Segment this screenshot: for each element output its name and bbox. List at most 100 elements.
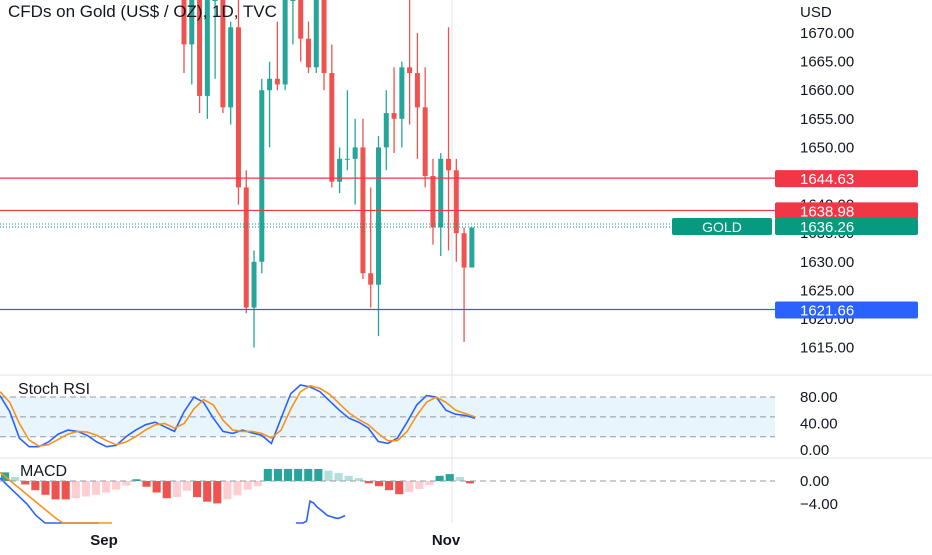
candle-body xyxy=(461,233,467,268)
candle-body xyxy=(337,158,343,182)
level-label-text: 1644.63 xyxy=(800,171,854,188)
candle-body xyxy=(228,27,234,108)
macd-histogram-bar xyxy=(273,468,282,481)
x-tick-label: Nov xyxy=(432,532,461,549)
macd-histogram-bar xyxy=(415,481,424,490)
candle-body xyxy=(383,113,389,148)
candle-body xyxy=(321,0,327,74)
y-tick-label: 1630.00 xyxy=(800,254,854,271)
candle-body xyxy=(189,0,195,45)
currency-label: USD xyxy=(800,4,832,21)
macd-histogram-bar xyxy=(122,481,131,486)
candle-body xyxy=(243,187,249,308)
y-tick-label: 1660.00 xyxy=(800,82,854,99)
candle-body xyxy=(344,158,350,160)
candle-body xyxy=(251,261,257,308)
candle-body xyxy=(212,0,218,1)
macd-histogram-bar xyxy=(91,481,101,495)
x-tick-label: Sep xyxy=(90,532,118,549)
macd-histogram-bar xyxy=(223,481,232,500)
macd-histogram-bar xyxy=(374,481,384,487)
candle-body xyxy=(438,158,444,228)
candle-body xyxy=(368,273,374,285)
stoch-rsi-line xyxy=(0,384,476,447)
macd-histogram-bar xyxy=(11,476,20,481)
macd-title: MACD xyxy=(20,463,67,480)
macd-histogram-bar xyxy=(203,481,212,502)
y-tick-label: 1655.00 xyxy=(800,111,854,128)
candle-body xyxy=(305,38,311,68)
macd-signal-line xyxy=(0,471,112,524)
macd-histogram-bar xyxy=(152,481,161,493)
chart-title: CFDs on Gold (US$ / OZ), 1D, TVC xyxy=(8,2,277,21)
candle-body xyxy=(469,227,475,268)
y-tick-label: 0.00 xyxy=(800,442,829,459)
candle-body xyxy=(446,158,452,171)
candle-body xyxy=(430,176,436,228)
macd-histogram-bar xyxy=(395,481,404,495)
macd-histogram-bar xyxy=(324,470,333,481)
candle-body xyxy=(220,0,226,108)
level-label-badge xyxy=(775,202,918,220)
macd-histogram-bar xyxy=(112,481,121,490)
macd-histogram-bar xyxy=(283,468,293,481)
macd-histogram-bar xyxy=(263,468,272,481)
candle-body xyxy=(282,0,288,85)
price-scale[interactable]: 1615.001620.001625.001630.001635.001640.… xyxy=(672,25,918,513)
macd-histogram-bar xyxy=(61,481,70,500)
macd-histogram-bar xyxy=(334,472,343,481)
macd-histogram-bar xyxy=(465,481,474,484)
macd-histogram-bar xyxy=(304,468,313,481)
price-pane[interactable] xyxy=(0,0,775,348)
macd-histogram-bar xyxy=(213,481,222,504)
candle-body xyxy=(453,170,459,234)
level-label-badge xyxy=(775,170,918,188)
macd-histogram-bar xyxy=(425,481,434,486)
candle-body xyxy=(204,0,210,96)
macd-histogram-bar xyxy=(172,481,181,498)
y-tick-label: 40.00 xyxy=(800,415,838,432)
candle-body xyxy=(407,67,413,74)
y-tick-label: 1625.00 xyxy=(800,282,854,299)
macd-histogram-bar xyxy=(182,481,192,491)
y-tick-label: −4.00 xyxy=(800,496,838,513)
macd-histogram-bar xyxy=(364,481,373,484)
macd-histogram-bar xyxy=(142,481,151,487)
macd-histogram-bar xyxy=(445,474,454,481)
macd-histogram-bar xyxy=(344,475,353,481)
macd-histogram-bar xyxy=(455,476,464,481)
macd-histogram-bar xyxy=(354,478,363,481)
candle-body xyxy=(399,67,405,119)
macd-histogram-bar xyxy=(405,481,414,492)
macd-histogram-bar xyxy=(162,481,171,499)
macd-histogram-bar xyxy=(435,475,444,481)
stoch-rsi-title: Stoch RSI xyxy=(18,381,90,398)
macd-histogram-bar xyxy=(253,481,262,487)
macd-histogram-bar xyxy=(132,479,141,481)
candle-body xyxy=(422,107,428,176)
candle-body xyxy=(313,0,319,68)
macd-histogram-bar xyxy=(233,481,242,496)
macd-pane[interactable] xyxy=(0,468,775,524)
y-tick-label: 0.00 xyxy=(800,473,829,490)
y-tick-label: 1615.00 xyxy=(800,340,854,357)
last-price-text: 1636.26 xyxy=(800,219,854,236)
stoch-rsi-pane[interactable] xyxy=(0,384,775,448)
y-tick-label: 1665.00 xyxy=(800,54,854,71)
macd-histogram-bar xyxy=(41,481,50,495)
candle-body xyxy=(181,0,187,45)
candle-body xyxy=(298,0,304,39)
candle-body xyxy=(274,78,280,85)
level-label-text: 1621.66 xyxy=(800,303,854,320)
y-tick-label: 1670.00 xyxy=(800,25,854,42)
candle-body xyxy=(329,73,335,182)
last-price-badge xyxy=(775,217,918,235)
candle-body xyxy=(235,27,241,188)
macd-histogram-bar xyxy=(243,481,252,490)
level-label-text: 1638.98 xyxy=(800,203,854,220)
candle-body xyxy=(197,0,203,96)
symbol-badge-text: GOLD xyxy=(702,219,742,235)
level-label-badge xyxy=(775,301,918,319)
candle-body xyxy=(267,78,273,91)
